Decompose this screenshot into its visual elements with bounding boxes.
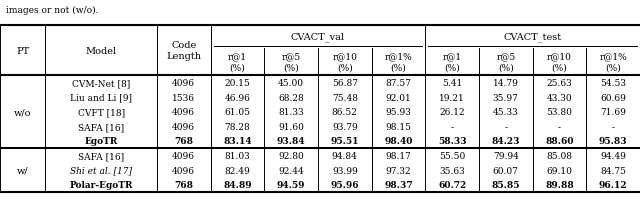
Text: -: - (504, 122, 508, 131)
Text: 98.15: 98.15 (385, 122, 412, 131)
Text: 94.84: 94.84 (332, 151, 358, 160)
Text: 46.96: 46.96 (225, 93, 250, 102)
Text: 69.10: 69.10 (547, 166, 572, 175)
Text: CVFT [18]: CVFT [18] (77, 108, 125, 117)
Text: 45.00: 45.00 (278, 79, 304, 88)
Text: 85.85: 85.85 (492, 180, 520, 189)
Text: 43.30: 43.30 (547, 93, 572, 102)
Text: 4096: 4096 (172, 108, 195, 117)
Text: 94.59: 94.59 (277, 180, 305, 189)
Text: 4096: 4096 (172, 166, 195, 175)
Text: -: - (558, 122, 561, 131)
Text: w/: w/ (17, 166, 29, 175)
Text: r@10
(%): r@10 (%) (547, 52, 572, 72)
Text: 84.23: 84.23 (492, 137, 520, 146)
Text: 92.01: 92.01 (385, 93, 412, 102)
Text: 4096: 4096 (172, 151, 195, 160)
Text: CVACT_test: CVACT_test (504, 32, 562, 42)
Text: Shi et al. [17]: Shi et al. [17] (70, 166, 132, 175)
Text: 81.33: 81.33 (278, 108, 304, 117)
Text: r@5
(%): r@5 (%) (496, 52, 515, 72)
Text: 84.75: 84.75 (600, 166, 626, 175)
Text: 95.96: 95.96 (330, 180, 359, 189)
Text: -: - (612, 122, 614, 131)
Text: 92.44: 92.44 (278, 166, 304, 175)
Text: -: - (451, 122, 454, 131)
Text: 53.80: 53.80 (547, 108, 572, 117)
Text: 95.51: 95.51 (330, 137, 359, 146)
Text: 79.94: 79.94 (493, 151, 519, 160)
Text: 93.79: 93.79 (332, 122, 358, 131)
Text: 82.49: 82.49 (225, 166, 250, 175)
Text: 4096: 4096 (172, 122, 195, 131)
Text: 95.93: 95.93 (385, 108, 412, 117)
Text: 55.50: 55.50 (439, 151, 465, 160)
Text: PT: PT (16, 46, 29, 55)
Text: 98.40: 98.40 (384, 137, 413, 146)
Text: 75.48: 75.48 (332, 93, 358, 102)
Text: r@5
(%): r@5 (%) (282, 52, 301, 72)
Text: CVM-Net [8]: CVM-Net [8] (72, 79, 131, 88)
Text: r@10
(%): r@10 (%) (332, 52, 357, 72)
Text: 56.87: 56.87 (332, 79, 358, 88)
Text: Model: Model (86, 46, 116, 55)
Text: 91.60: 91.60 (278, 122, 304, 131)
Text: 25.63: 25.63 (547, 79, 572, 88)
Text: 4096: 4096 (172, 79, 195, 88)
Text: 86.52: 86.52 (332, 108, 358, 117)
Text: 1536: 1536 (172, 93, 195, 102)
Text: 97.32: 97.32 (386, 166, 412, 175)
Text: SAFA [16]: SAFA [16] (78, 122, 124, 131)
Text: 19.21: 19.21 (439, 93, 465, 102)
Text: 96.12: 96.12 (599, 180, 627, 189)
Text: 98.37: 98.37 (384, 180, 413, 189)
Text: Liu and Li [9]: Liu and Li [9] (70, 93, 132, 102)
Text: 92.80: 92.80 (278, 151, 304, 160)
Text: 88.60: 88.60 (545, 137, 573, 146)
Text: 20.15: 20.15 (225, 79, 250, 88)
Text: 84.89: 84.89 (223, 180, 252, 189)
Text: 71.69: 71.69 (600, 108, 626, 117)
Text: 60.72: 60.72 (438, 180, 467, 189)
Text: 81.03: 81.03 (225, 151, 250, 160)
Text: 93.84: 93.84 (276, 137, 305, 146)
Text: CVACT_val: CVACT_val (291, 32, 345, 42)
Text: 54.53: 54.53 (600, 79, 626, 88)
Text: 94.49: 94.49 (600, 151, 626, 160)
Text: 35.97: 35.97 (493, 93, 519, 102)
Text: 60.69: 60.69 (600, 93, 626, 102)
Text: 95.83: 95.83 (599, 137, 627, 146)
Text: 61.05: 61.05 (225, 108, 250, 117)
Text: 89.88: 89.88 (545, 180, 574, 189)
Text: 35.63: 35.63 (439, 166, 465, 175)
Text: r@1%
(%): r@1% (%) (385, 52, 412, 72)
Text: 14.79: 14.79 (493, 79, 519, 88)
Text: r@1
(%): r@1 (%) (228, 52, 247, 72)
Text: 87.57: 87.57 (385, 79, 412, 88)
Text: Polar-EgoTR: Polar-EgoTR (70, 180, 133, 189)
Text: 68.28: 68.28 (278, 93, 304, 102)
Text: 98.17: 98.17 (385, 151, 412, 160)
Text: 58.33: 58.33 (438, 137, 467, 146)
Text: 83.14: 83.14 (223, 137, 252, 146)
Text: Code
Length: Code Length (166, 41, 201, 61)
Text: 768: 768 (174, 180, 193, 189)
Text: EgoTR: EgoTR (84, 137, 118, 146)
Text: SAFA [16]: SAFA [16] (78, 151, 124, 160)
Text: 5.41: 5.41 (442, 79, 462, 88)
Text: 78.28: 78.28 (225, 122, 250, 131)
Text: 60.07: 60.07 (493, 166, 519, 175)
Text: w/o: w/o (14, 108, 31, 117)
Text: r@1%
(%): r@1% (%) (599, 52, 627, 72)
Text: r@1
(%): r@1 (%) (443, 52, 461, 72)
Text: 85.08: 85.08 (547, 151, 573, 160)
Text: 26.12: 26.12 (439, 108, 465, 117)
Text: 768: 768 (174, 137, 193, 146)
Text: 45.33: 45.33 (493, 108, 518, 117)
Text: images or not (w/o).: images or not (w/o). (6, 6, 99, 15)
Text: 93.99: 93.99 (332, 166, 358, 175)
